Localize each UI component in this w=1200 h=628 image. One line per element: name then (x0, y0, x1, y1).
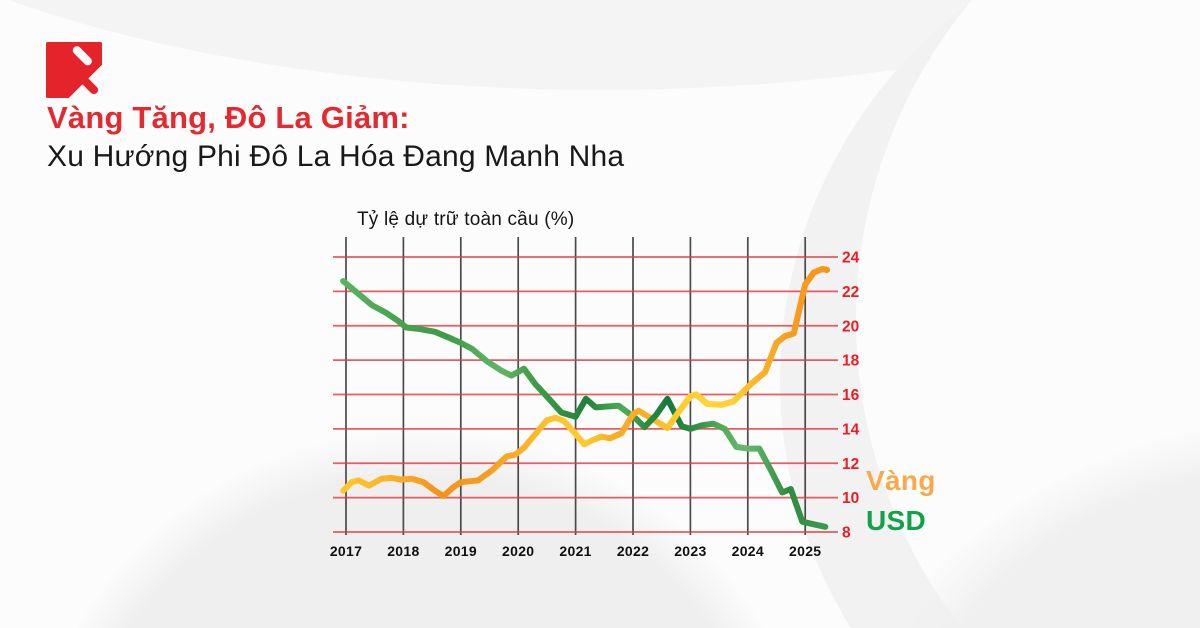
headline-black: Xu Hướng Phi Đô La Hóa Đang Manh Nha (47, 140, 625, 173)
svg-text:2025: 2025 (789, 543, 821, 559)
series-vang-overlay-1 (607, 407, 642, 442)
headline-red: Vàng Tăng, Đô La Giảm: (47, 100, 410, 135)
legend-item-vang: Vàng (866, 465, 936, 496)
chart-title: Tỷ lệ dự trữ toàn cầu (%) (357, 209, 575, 230)
svg-text:18: 18 (842, 353, 860, 370)
svg-text:2019: 2019 (445, 543, 477, 559)
svg-text:2024: 2024 (732, 543, 764, 559)
chart-legend: Vàng USD (866, 461, 936, 541)
svg-text:2022: 2022 (617, 543, 649, 559)
svg-text:2017: 2017 (330, 543, 362, 559)
svg-text:24: 24 (842, 250, 860, 267)
svg-text:2021: 2021 (559, 543, 591, 559)
svg-text:8: 8 (842, 525, 851, 542)
svg-text:16: 16 (842, 387, 860, 404)
svg-text:14: 14 (842, 421, 860, 438)
svg-text:12: 12 (842, 456, 859, 473)
svg-text:22: 22 (842, 284, 859, 301)
svg-text:2018: 2018 (387, 543, 419, 559)
series-usd-line (340, 278, 829, 530)
svg-text:2023: 2023 (674, 543, 706, 559)
svg-text:2020: 2020 (502, 543, 534, 559)
brand-logo-icon (46, 42, 102, 98)
legend-item-usd: USD (866, 505, 927, 536)
svg-text:10: 10 (842, 490, 859, 507)
svg-text:20: 20 (842, 318, 859, 335)
